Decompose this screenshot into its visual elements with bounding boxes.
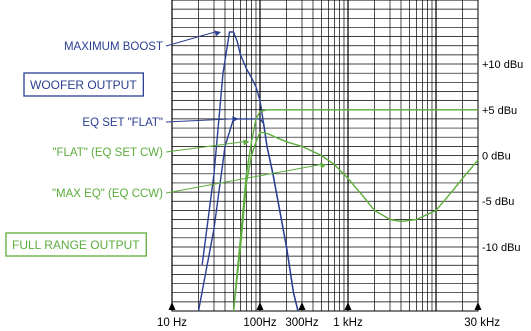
x-tick-label: 10 Hz [157,317,187,329]
series-label-1: EQ SET "FLAT" [82,117,163,129]
series-line-1 [197,118,299,312]
leader-line [166,164,321,194]
group-box-0 [23,72,144,97]
y-tick-label: +5 dBu [482,105,517,117]
leader-line [165,31,216,47]
x-tick-label: 100Hz [243,317,276,329]
series-line-3 [232,131,479,312]
series-label-3: "MAX EQ" (EQ CCW) [52,188,163,200]
x-tick-label: 1 kHz [333,317,363,329]
series-lines [197,31,479,312]
y-tick-label: -10 dBu [482,242,521,254]
leader-arrow [320,162,327,169]
group-label-0: WOOFER OUTPUT [30,78,137,92]
y-axis-labels: +10 dBu +5 dBu 0 dBu -5 dBu -10 dBu [482,59,523,254]
x-tick-arrow [474,302,482,310]
x-axis-labels: 10 Hz 100Hz 300Hz 1 kHz 30 kHz [157,302,500,329]
series-label-0: MAXIMUM BOOST [64,41,163,53]
series-line-2 [232,109,478,312]
leader-arrow [214,30,222,37]
y-tick-label: +10 dBu [482,59,523,71]
x-tick-arrow [168,302,176,310]
leader-arrow [243,139,250,146]
legend-annotations: MAXIMUM BOOST EQ SET "FLAT" "FLAT" (EQ SET… [5,30,327,257]
leader-line [165,118,233,123]
x-tick-label: 30 kHz [464,317,500,329]
group-box-1 [5,232,147,257]
leader-line [166,141,244,153]
y-tick-label: 0 dBu [482,151,511,163]
x-tick-label: 300Hz [285,317,318,329]
x-tick-arrow [298,302,306,310]
leader-arrow [232,116,239,123]
x-tick-arrow [344,302,352,310]
x-tick-arrow [256,302,264,310]
series-label-2: "FLAT" (EQ SET CW) [52,147,163,159]
grid [171,0,479,312]
y-tick-label: -5 dBu [482,196,514,208]
group-label-1: FULL RANGE OUTPUT [12,238,140,252]
